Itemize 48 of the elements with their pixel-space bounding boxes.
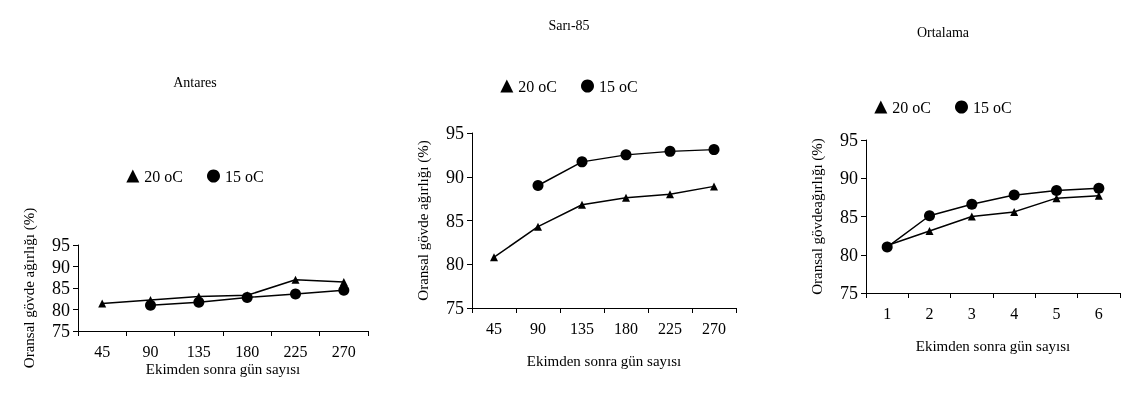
chart-title: Ortalama: [916, 24, 970, 40]
y-tick-label: 90: [446, 166, 464, 187]
y-tick-label: 85: [52, 278, 70, 298]
y-axis-title: Oransal gövde ağırlığı (%): [20, 207, 38, 369]
legend-label: 20 oC: [144, 167, 183, 185]
y-axis-title: Oransal gövdeağırlığı (%): [808, 138, 826, 295]
y-tick-label: 90: [52, 256, 70, 277]
y-tick-label: 95: [840, 130, 858, 150]
y-tick-label: 75: [840, 283, 858, 303]
y-tick-label: 95: [52, 235, 70, 255]
x-tick-label: 135: [570, 319, 594, 337]
legend-label: 20 oC: [518, 77, 557, 95]
y-tick-label: 80: [52, 299, 70, 320]
x-tick-label: 4: [1010, 304, 1019, 322]
x-tick-label: 2: [925, 304, 934, 322]
x-tick-label: 225: [658, 319, 682, 337]
legend-label: 15 oC: [225, 167, 264, 185]
x-tick-label: 6: [1094, 304, 1103, 322]
y-tick-label: 85: [446, 210, 464, 231]
x-axis-title: Ekimden sonra gün sayısı: [526, 352, 682, 369]
y-tick-label: 80: [840, 244, 858, 265]
x-tick-label: 1: [883, 304, 892, 322]
y-tick-label: 75: [52, 321, 70, 341]
y-tick-label: 75: [446, 298, 464, 318]
x-tick-label: 90: [142, 342, 159, 360]
x-tick-label: 135: [186, 342, 211, 360]
x-tick-label: 5: [1052, 304, 1061, 322]
x-axis-title: Ekimden sonra gün sayısı: [915, 337, 1071, 354]
x-tick-label: 45: [486, 319, 502, 337]
x-tick-label: 45: [94, 342, 111, 360]
legend-label: 15 oC: [599, 77, 638, 95]
y-tick-label: 90: [840, 168, 858, 189]
chart-title: Antares: [173, 74, 217, 90]
x-tick-label: 270: [331, 342, 356, 360]
x-tick-label: 270: [702, 319, 726, 337]
y-axis-title: Oransal gövde ağırlığı (%): [414, 140, 432, 301]
x-tick-label: 3: [967, 304, 976, 322]
y-tick-label: 80: [446, 254, 464, 275]
chart-title: Sarı-85: [548, 17, 590, 33]
y-tick-label: 95: [446, 123, 464, 143]
y-tick-label: 85: [840, 206, 858, 227]
x-tick-label: 180: [235, 342, 260, 360]
legend-label: 15 oC: [973, 98, 1012, 116]
x-tick-label: 225: [283, 342, 308, 360]
x-tick-label: 90: [530, 319, 546, 337]
x-tick-label: 180: [614, 319, 638, 337]
x-axis-title: Ekimden sonra gün sayısı: [145, 360, 301, 377]
legend-label: 20 oC: [892, 98, 931, 116]
